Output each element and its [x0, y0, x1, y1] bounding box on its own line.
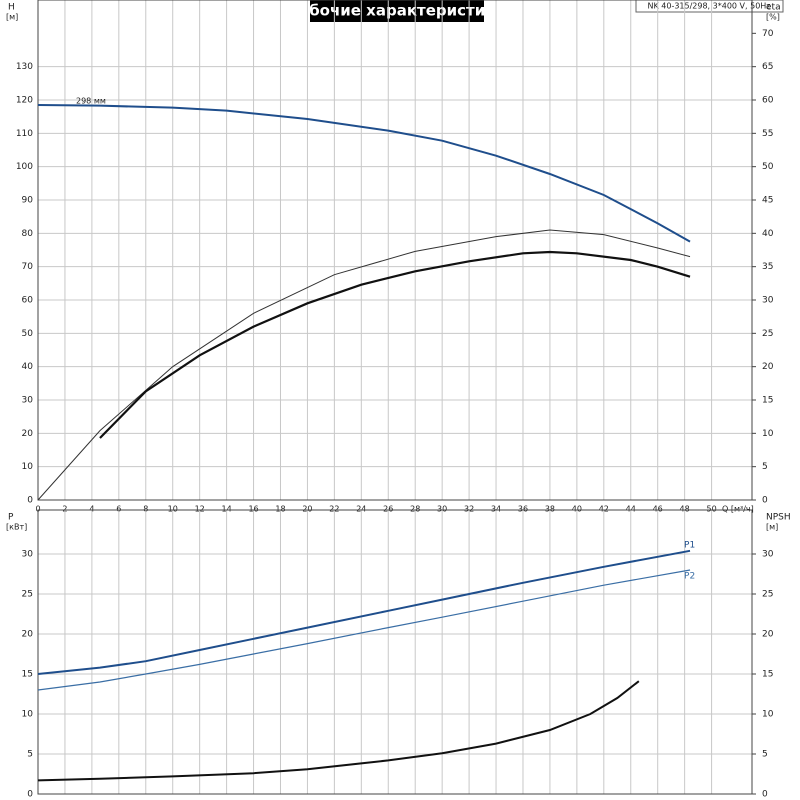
- y-axis-label: H: [8, 3, 15, 13]
- y2-tick-label: 5: [762, 750, 768, 760]
- x-tick-label: 50: [706, 505, 716, 514]
- y-axis-label: P: [8, 513, 14, 523]
- x-tick-label: 16: [248, 505, 258, 514]
- series-line: [37, 569, 691, 691]
- series-label: P2: [684, 572, 695, 582]
- series-line: [99, 250, 691, 439]
- x-tick-label: 14: [222, 505, 232, 514]
- y2-tick-label: 40: [762, 229, 774, 239]
- x-tick-label: 26: [383, 505, 393, 514]
- x-tick-label: 6: [116, 505, 121, 514]
- x-tick-label: 4: [89, 505, 94, 514]
- y-tick-label: 60: [22, 296, 34, 306]
- y2-tick-label: 25: [762, 329, 773, 339]
- x-tick-label: 40: [572, 505, 582, 514]
- y2-tick-label: 10: [762, 429, 774, 439]
- y-axis-unit: [м]: [6, 13, 18, 22]
- x-tick-label: 32: [464, 505, 474, 514]
- y2-tick-label: 5: [762, 462, 768, 472]
- x-tick-label: 22: [329, 505, 339, 514]
- x-tick-label: 2: [62, 505, 67, 514]
- x-tick-label: 46: [653, 505, 663, 514]
- curve-label: 298 мм: [76, 97, 106, 106]
- y2-tick-label: 0: [762, 790, 768, 800]
- y2-tick-label: 35: [762, 262, 773, 272]
- y-tick-label: 25: [22, 590, 33, 600]
- y-tick-label: 130: [16, 62, 33, 72]
- title-box: [310, 0, 484, 22]
- series-line: [37, 104, 691, 243]
- y-tick-label: 20: [22, 630, 34, 640]
- y2-axis-label: eta: [766, 3, 781, 13]
- series-label: P1: [684, 540, 695, 550]
- y2-tick-label: 15: [762, 396, 773, 406]
- series-line: [37, 680, 640, 782]
- y2-tick-label: 25: [762, 590, 773, 600]
- y2-tick-label: 70: [762, 29, 774, 39]
- y-axis-unit: [кВт]: [6, 523, 27, 532]
- x-tick-label: 30: [437, 505, 447, 514]
- y-tick-label: 80: [22, 229, 34, 239]
- x-tick-label: 38: [545, 505, 555, 514]
- x-tick-label: 12: [195, 505, 205, 514]
- y2-tick-label: 0: [762, 496, 768, 506]
- x-tick-label: 28: [410, 505, 420, 514]
- y2-tick-label: 55: [762, 129, 773, 139]
- x-tick-label: 0: [35, 505, 40, 514]
- model-box: [635, 0, 784, 13]
- y-tick-label: 40: [22, 362, 34, 372]
- x-axis-label: Q [м³/ч]: [722, 505, 754, 514]
- x-tick-label: 20: [302, 505, 312, 514]
- plot-frame: [37, 509, 753, 795]
- y-tick-label: 0: [27, 790, 33, 800]
- y-tick-label: 15: [22, 670, 33, 680]
- x-tick-label: 36: [518, 505, 528, 514]
- chart-title: Рабочие характеристики: [288, 2, 506, 20]
- y-tick-label: 30: [22, 550, 34, 560]
- y2-tick-label: 65: [762, 62, 773, 72]
- x-tick-label: 24: [356, 505, 366, 514]
- y-tick-label: 30: [22, 396, 34, 406]
- y-tick-label: 5: [27, 750, 33, 760]
- y-tick-label: 110: [16, 129, 33, 139]
- y2-tick-label: 50: [762, 162, 774, 172]
- x-tick-label: 10: [168, 505, 178, 514]
- x-tick-label: 8: [143, 505, 148, 514]
- plot-frame: [37, 0, 753, 501]
- y-tick-label: 10: [22, 462, 34, 472]
- x-tick-label: 18: [275, 505, 285, 514]
- y2-tick-label: 20: [762, 630, 774, 640]
- y-tick-label: 100: [16, 162, 33, 172]
- y-tick-label: 120: [16, 96, 33, 106]
- y-tick-label: 70: [22, 262, 34, 272]
- series-line: [37, 229, 691, 501]
- series-line: [37, 549, 691, 675]
- x-tick-label: 42: [599, 505, 609, 514]
- y2-tick-label: 60: [762, 96, 774, 106]
- y-tick-label: 20: [22, 429, 34, 439]
- y2-axis-unit: [м]: [766, 523, 778, 532]
- x-tick-label: 44: [626, 505, 636, 514]
- model-label: NK 40-315/298, 3*400 V, 50Hz: [647, 2, 770, 11]
- y2-tick-label: 15: [762, 670, 773, 680]
- y2-tick-label: 20: [762, 362, 774, 372]
- y2-axis-unit: [%]: [766, 13, 780, 22]
- y2-tick-label: 30: [762, 296, 774, 306]
- y-tick-label: 0: [27, 496, 33, 506]
- x-tick-label: 34: [491, 505, 501, 514]
- y-tick-label: 50: [22, 329, 34, 339]
- y2-axis-label: NPSH: [766, 513, 791, 523]
- y-tick-label: 10: [22, 710, 34, 720]
- y2-tick-label: 45: [762, 196, 773, 206]
- y2-tick-label: 30: [762, 550, 774, 560]
- y-tick-label: 90: [22, 196, 34, 206]
- y2-tick-label: 10: [762, 710, 774, 720]
- x-tick-label: 48: [680, 505, 690, 514]
